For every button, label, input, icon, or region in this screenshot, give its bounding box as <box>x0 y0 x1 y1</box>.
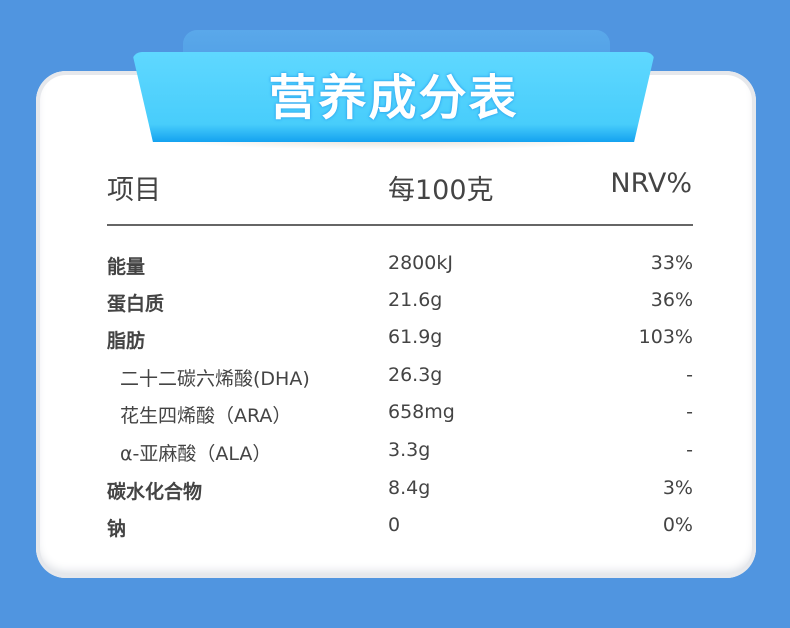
header-item: 项目 <box>107 175 161 206</box>
nutrient-value: 3.3g <box>388 439 431 461</box>
nutrient-nrv: 36% <box>650 289 693 311</box>
header-divider <box>107 224 693 226</box>
nutrient-value: 0 <box>388 514 401 536</box>
title-banner: 营养成分表 <box>132 52 655 142</box>
page-title: 营养成分表 <box>268 70 519 126</box>
table-row: α-亚麻酸（ALA） 3.3g - <box>107 439 693 469</box>
nutrient-nrv: 3% <box>662 477 693 499</box>
nutrient-value: 8.4g <box>388 477 431 499</box>
nutrient-name: 花生四烯酸（ARA） <box>120 405 292 427</box>
table-row: 碳水化合物 8.4g 3% <box>107 477 693 507</box>
nutrient-nrv: 33% <box>650 252 693 274</box>
table-row: 脂肪 61.9g 103% <box>107 326 693 356</box>
nutrient-name: 钠 <box>107 518 127 540</box>
nutrient-value: 21.6g <box>388 289 443 311</box>
table-row: 花生四烯酸（ARA） 658mg - <box>107 401 693 431</box>
nutrient-name: α-亚麻酸（ALA） <box>120 443 272 465</box>
nutrient-value: 26.3g <box>388 364 443 386</box>
nutrient-nrv: - <box>686 364 693 386</box>
table-row: 二十二碳六烯酸(DHA) 26.3g - <box>107 364 693 394</box>
nutrient-value: 658mg <box>388 401 455 423</box>
table-row: 钠 0 0% <box>107 514 693 544</box>
nutrient-name: 脂肪 <box>107 330 146 352</box>
nutrient-name: 二十二碳六烯酸(DHA) <box>120 368 310 390</box>
nutrient-nrv: 103% <box>638 326 693 348</box>
table-row: 蛋白质 21.6g 36% <box>107 289 693 319</box>
nutrient-value: 61.9g <box>388 326 443 348</box>
nutrition-card <box>36 71 756 578</box>
nutrient-name: 蛋白质 <box>107 293 165 315</box>
header-nrv: NRV% <box>610 168 692 199</box>
nutrient-nrv: - <box>686 439 693 461</box>
header-per100g: 每100克 <box>388 175 494 206</box>
table-row: 能量 2800kJ 33% <box>107 252 693 282</box>
nutrient-nrv: 0% <box>662 514 693 536</box>
nutrient-value: 2800kJ <box>388 252 453 274</box>
nutrient-name: 碳水化合物 <box>107 481 203 503</box>
nutrient-name: 能量 <box>107 256 146 278</box>
nutrient-nrv: - <box>686 401 693 423</box>
